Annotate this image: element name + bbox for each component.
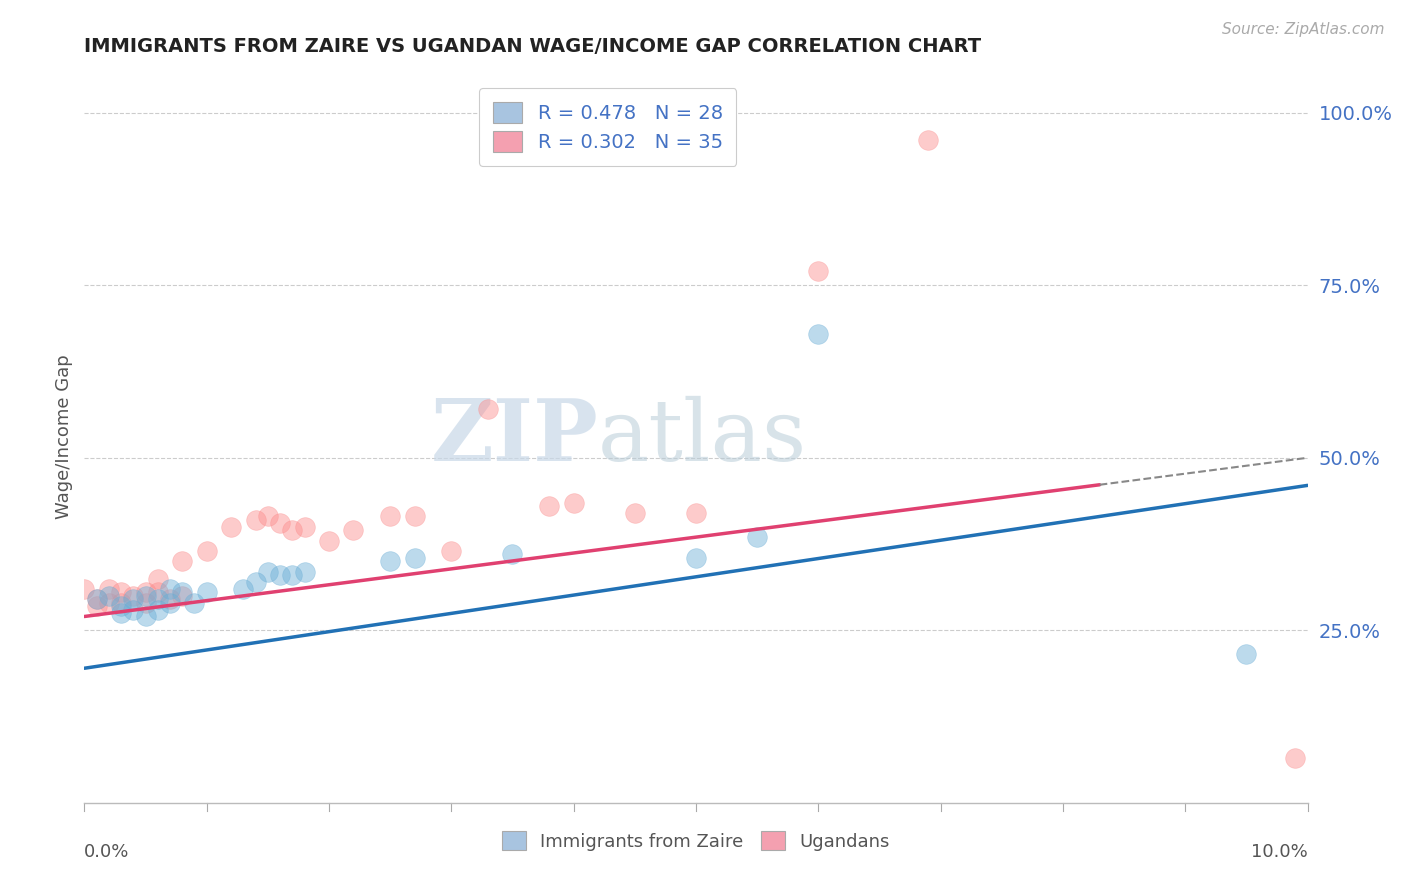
Point [245, 513, 267, 527]
Point [562, 495, 585, 509]
Point [195, 544, 218, 558]
Point [257, 509, 280, 524]
Point [146, 572, 169, 586]
Point [281, 568, 304, 582]
Point [269, 568, 291, 582]
Point [538, 499, 561, 513]
Point [135, 585, 157, 599]
Point [146, 592, 169, 607]
Point [110, 585, 132, 599]
Point [146, 585, 169, 599]
Point [172, 585, 194, 599]
Point [747, 530, 769, 544]
Point [404, 509, 426, 524]
Point [159, 596, 181, 610]
Y-axis label: Wage/Income Gap: Wage/Income Gap [55, 355, 73, 519]
Point [122, 602, 145, 616]
Text: ZIP: ZIP [430, 395, 598, 479]
Point [269, 516, 291, 531]
Point [97, 582, 120, 596]
Point [135, 609, 157, 624]
Point [122, 589, 145, 603]
Text: Source: ZipAtlas.com: Source: ZipAtlas.com [1222, 22, 1385, 37]
Point [146, 602, 169, 616]
Point [135, 596, 157, 610]
Point [159, 592, 181, 607]
Point [219, 520, 242, 534]
Point [245, 574, 267, 589]
Point [502, 548, 524, 562]
Point [122, 592, 145, 607]
Point [86, 599, 108, 614]
Point [807, 326, 830, 341]
Point [685, 550, 707, 565]
Point [195, 585, 218, 599]
Point [97, 596, 120, 610]
Point [97, 589, 120, 603]
Point [404, 550, 426, 565]
Point [685, 506, 707, 520]
Point [380, 554, 402, 568]
Point [110, 596, 132, 610]
Point [73, 582, 96, 596]
Point [318, 533, 340, 548]
Point [1284, 751, 1306, 765]
Text: atlas: atlas [598, 395, 807, 479]
Point [624, 506, 647, 520]
Legend: Immigrants from Zaire, Ugandans: Immigrants from Zaire, Ugandans [494, 822, 898, 860]
Point [86, 592, 108, 607]
Point [281, 523, 304, 537]
Text: 0.0%: 0.0% [84, 843, 129, 861]
Text: IMMIGRANTS FROM ZAIRE VS UGANDAN WAGE/INCOME GAP CORRELATION CHART: IMMIGRANTS FROM ZAIRE VS UGANDAN WAGE/IN… [84, 37, 981, 56]
Point [172, 589, 194, 603]
Point [477, 402, 499, 417]
Point [294, 565, 316, 579]
Text: 10.0%: 10.0% [1251, 843, 1308, 861]
Point [1236, 648, 1258, 662]
Point [232, 582, 254, 596]
Point [110, 599, 132, 614]
Point [342, 523, 364, 537]
Point [440, 544, 463, 558]
Point [86, 592, 108, 607]
Point [183, 596, 205, 610]
Point [380, 509, 402, 524]
Point [135, 589, 157, 603]
Point [159, 582, 181, 596]
Point [917, 133, 939, 147]
Point [110, 606, 132, 620]
Point [294, 520, 316, 534]
Point [257, 565, 280, 579]
Point [172, 554, 194, 568]
Point [807, 264, 830, 278]
